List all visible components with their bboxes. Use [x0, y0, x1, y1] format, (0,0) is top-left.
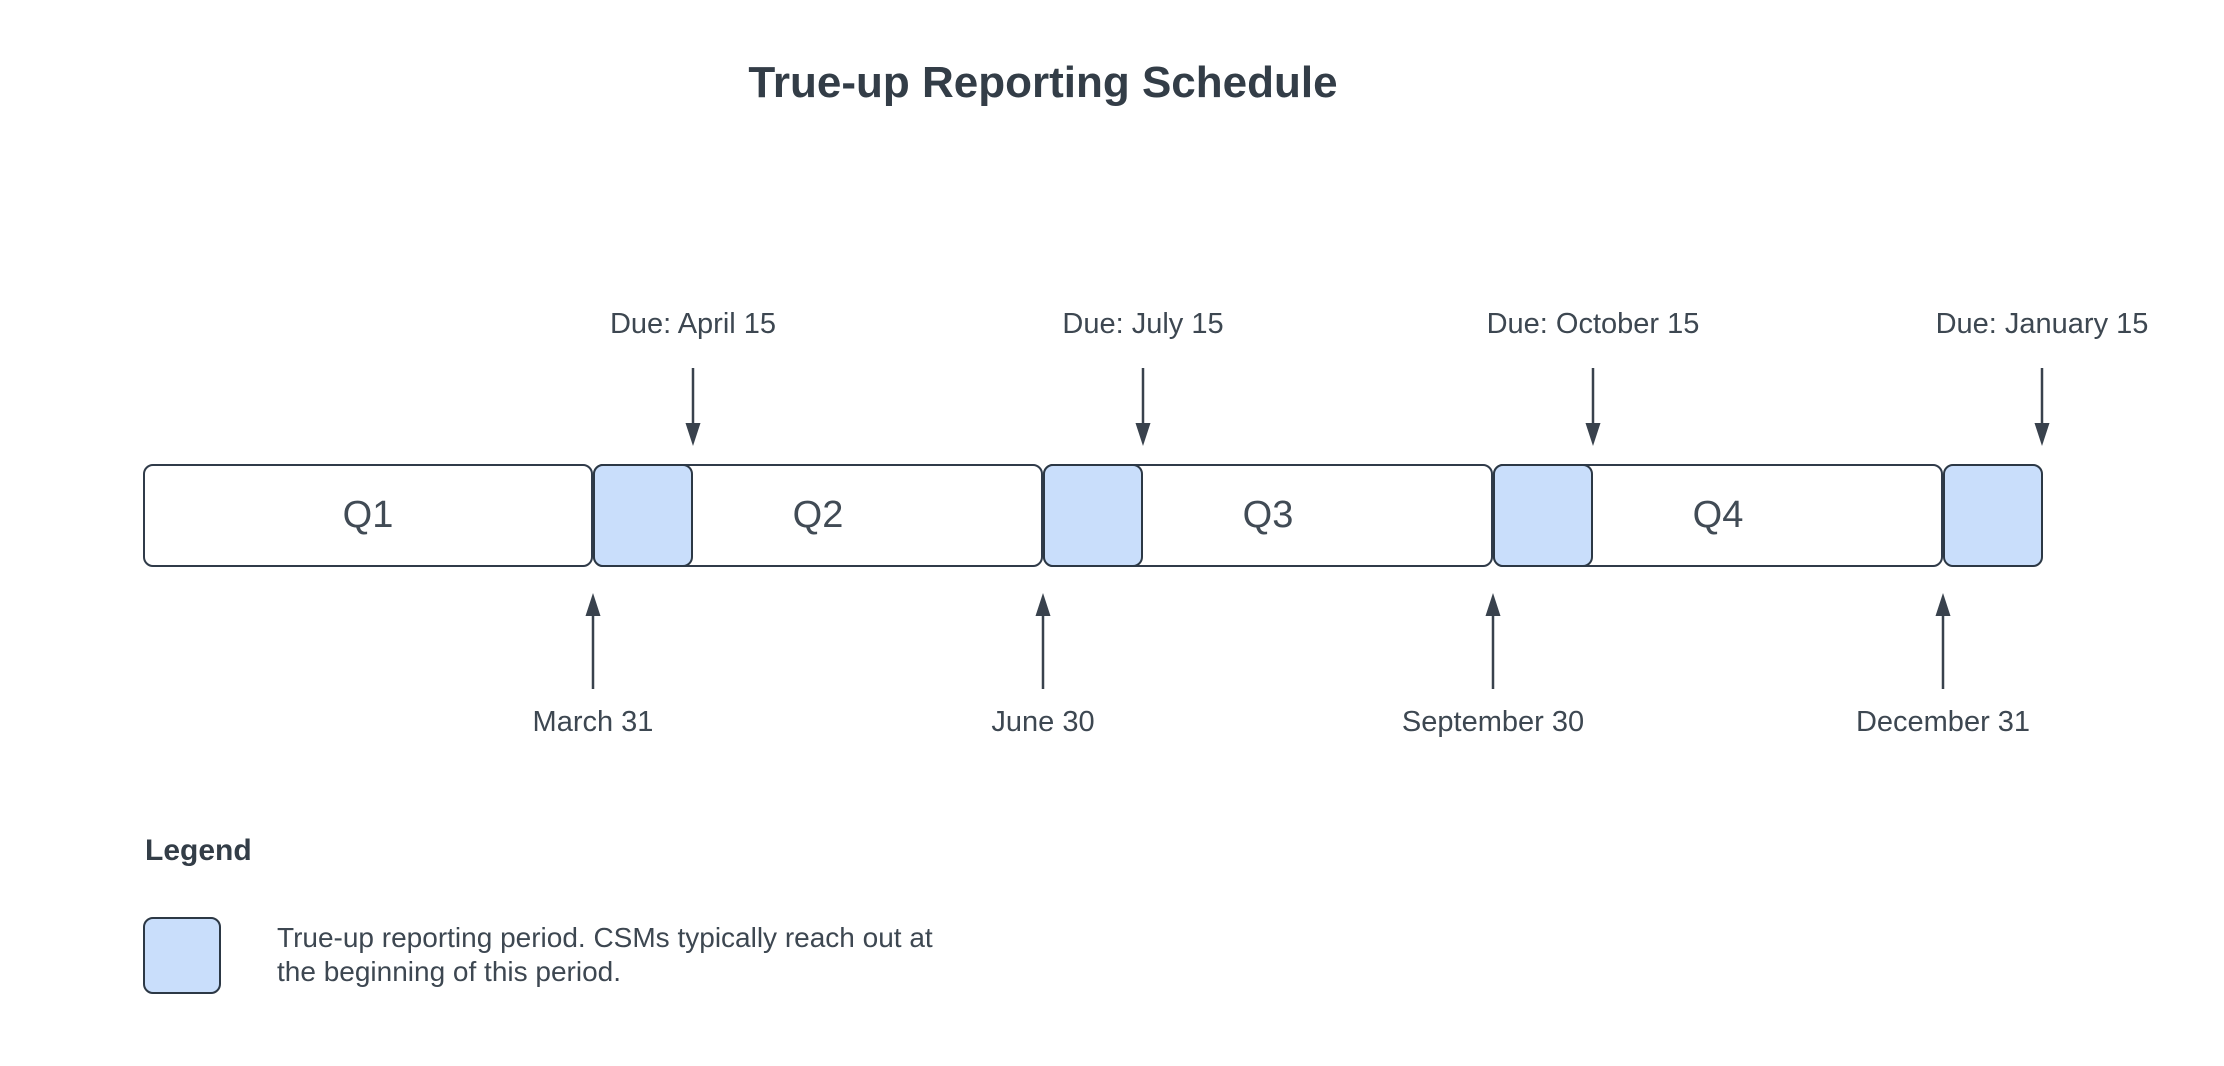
period-end-label: September 30 — [1401, 706, 1585, 738]
due-milestone-label: Due: July 15 — [1062, 308, 1224, 340]
quarter-label: Q1 — [342, 494, 394, 536]
quarter-label: Q2 — [792, 494, 844, 536]
down-arrow-icon — [1135, 368, 1151, 446]
quarter-label: Q3 — [1242, 494, 1294, 536]
quarter-label: Q4 — [1692, 494, 1744, 536]
period-end-label: March 31 — [532, 706, 654, 738]
down-arrow-icon — [1585, 368, 1601, 446]
due-milestone-label: Due: October 15 — [1486, 308, 1700, 340]
up-arrow-icon — [1485, 593, 1501, 689]
period-end-label: December 31 — [1855, 706, 2031, 738]
legend-description: True-up reporting period. CSMs typically… — [277, 922, 933, 987]
trueup-period-box — [1943, 464, 2043, 567]
up-arrow-icon — [1935, 593, 1951, 689]
up-arrow-icon — [1035, 593, 1051, 689]
down-arrow-icon — [2034, 368, 2050, 446]
legend-swatch — [143, 917, 221, 994]
trueup-period-box — [593, 464, 693, 567]
trueup-period-box — [1043, 464, 1143, 567]
period-end-label: June 30 — [991, 706, 1095, 738]
down-arrow-icon — [685, 368, 701, 446]
due-milestone-label: Due: January 15 — [1935, 308, 2149, 340]
quarter-box-q2: Q2 — [593, 464, 1043, 567]
trueup-period-box — [1493, 464, 1593, 567]
due-milestone-label: Due: April 15 — [609, 308, 777, 340]
page-title: True-up Reporting Schedule — [748, 58, 1338, 107]
quarter-box-q1: Q1 — [143, 464, 593, 567]
up-arrow-icon — [585, 593, 601, 689]
legend-heading: Legend — [145, 834, 252, 867]
